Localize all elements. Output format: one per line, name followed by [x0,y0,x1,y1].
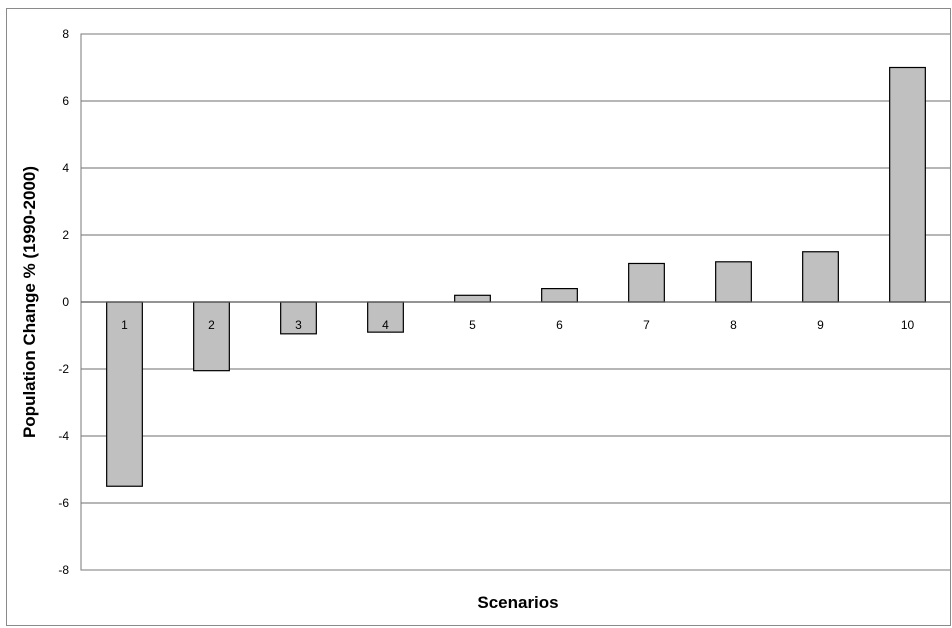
y-tick-label: 4 [62,161,69,175]
y-tick-label: -6 [58,496,69,510]
y-tick-label: 0 [62,295,69,309]
bar-2 [193,301,230,372]
category-label: 5 [469,318,476,332]
category-label: 6 [556,318,563,332]
category-label: 9 [817,318,824,332]
y-tick-label: 8 [62,27,69,41]
y-tick-label: 6 [62,94,69,108]
category-label: 3 [295,318,302,332]
chart-frame: -8 -6 -4 -2 0 2 4 6 8 1 2 3 4 5 6 7 8 9 10 Population Cha… [6,8,951,626]
bar-chart: -8 -6 -4 -2 0 2 4 6 8 1 2 3 4 5 6 7 8 9 10 Population Cha… [20,27,950,612]
bar-5 [454,294,491,303]
category-labels: 1 2 3 4 5 6 7 8 9 10 [121,318,914,332]
bar-9 [802,251,839,303]
bar-4 [367,301,404,333]
bar-8 [715,261,752,303]
y-tick-label: 2 [62,228,69,242]
category-label: 8 [730,318,737,332]
y-axis-title: Population Change % (1990-2000) [20,166,39,438]
bars [106,66,926,487]
bar-3 [280,301,317,335]
bar-1 [106,301,143,487]
y-tick-label: -8 [58,563,69,577]
bar-6 [541,288,578,303]
category-label: 4 [382,318,389,332]
category-label: 7 [643,318,650,332]
y-tick-label: -4 [58,429,69,443]
category-label: 1 [121,318,128,332]
y-tick-labels: -8 -6 -4 -2 0 2 4 6 8 [58,27,69,577]
bar-10 [889,66,926,303]
y-tick-label: -2 [58,362,69,376]
category-label: 10 [901,318,915,332]
bar-7 [628,262,665,303]
x-axis-title: Scenarios [477,593,558,612]
category-label: 2 [208,318,215,332]
